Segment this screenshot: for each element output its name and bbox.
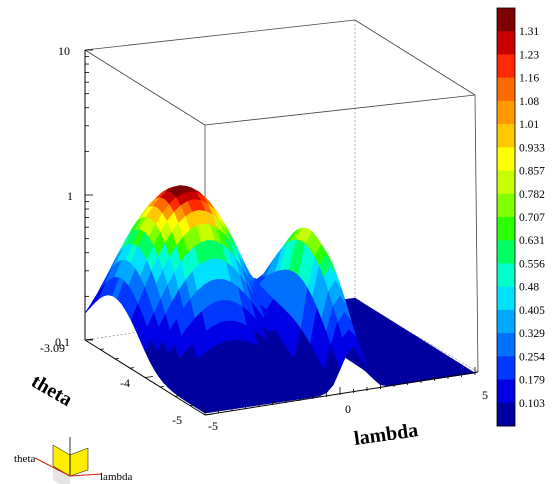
axis-tick: [159, 385, 165, 388]
colorbar-label: 0.631: [519, 235, 545, 247]
colorbar-label: 0.707: [519, 212, 545, 224]
colorbar-swatch: [497, 147, 515, 172]
axis-tick: [174, 395, 180, 397]
x-tick-label: -5: [208, 419, 218, 433]
colorbar-swatch: [497, 8, 515, 32]
axis-tick: [99, 348, 105, 350]
axis-tick: [189, 404, 195, 407]
colorbar-label: 1.08: [519, 96, 539, 108]
colorbar-swatch: [497, 170, 515, 195]
colorbar-label: 0.556: [519, 258, 545, 270]
colorbar: 1.31 1.23 1.16 1.08 1.01 0.933 0.857 0.782 0.707…: [496, 7, 545, 427]
z-tick-label: 10: [58, 44, 70, 58]
colorbar-swatch: [497, 193, 515, 218]
colorbar-swatch: [497, 379, 515, 404]
colorbar-swatch: [497, 54, 515, 79]
y-axis-title: theta: [28, 370, 77, 411]
colorbar-swatch: [497, 240, 515, 264]
colorbar-swatch: [497, 309, 515, 334]
colorbar-swatch: [497, 286, 515, 311]
z-tick-label: 0.1: [55, 335, 70, 349]
colorbar-label: 0.405: [519, 305, 545, 317]
colorbar-label: 1.23: [519, 49, 539, 61]
y-tick-label: -5: [172, 413, 182, 427]
colorbar-label: 1.31: [519, 26, 539, 38]
y-tick-label: -3.09: [40, 341, 65, 355]
tick-labels: 10 1 0.1 -3.09 -4 -5 -5 0 5: [40, 44, 488, 433]
colorbar-label: 0.782: [519, 189, 545, 201]
axes-orientation-widget: theta lambda: [14, 437, 132, 484]
colorbar-label: 0.329: [519, 328, 545, 340]
colorbar-swatch: [497, 217, 515, 241]
colorbar-label: 1.01: [519, 119, 539, 131]
axis-tick: [114, 357, 120, 360]
colorbar-swatch: [497, 31, 515, 55]
x-tick-label: 5: [482, 388, 488, 402]
colorbar-label: 0.48: [519, 282, 539, 294]
colorbar-swatch: [497, 402, 515, 427]
y-tick-label: -4: [120, 376, 130, 390]
colorbar-swatch: [497, 263, 515, 288]
mini-theta-label: theta: [14, 453, 35, 465]
colorbar-swatch: [497, 356, 515, 381]
axis-tick: [129, 367, 135, 369]
axis-tick: [84, 338, 94, 341]
colorbar-label: 0.179: [519, 375, 545, 387]
axis-tick: [144, 376, 154, 378]
colorbar-swatch: [497, 100, 515, 125]
colorbar-swatch: [497, 124, 515, 148]
axis-tick: [204, 413, 214, 416]
surface-mesh: [84, 185, 476, 414]
colorbar-label: 0.933: [519, 142, 545, 154]
colorbar-swatch: [497, 333, 515, 357]
x-axis-title: lambda: [353, 419, 420, 450]
colorbar-label: 0.103: [519, 398, 545, 410]
mini-lambda-label: lambda: [100, 471, 132, 483]
colorbar-label: 1.16: [519, 73, 539, 85]
x-tick-label: 0: [345, 402, 351, 416]
colorbar-label: 0.254: [519, 351, 545, 363]
z-tick-label: 1: [67, 189, 73, 203]
colorbar-swatch: [497, 77, 515, 102]
colorbar-label: 0.857: [519, 166, 545, 178]
